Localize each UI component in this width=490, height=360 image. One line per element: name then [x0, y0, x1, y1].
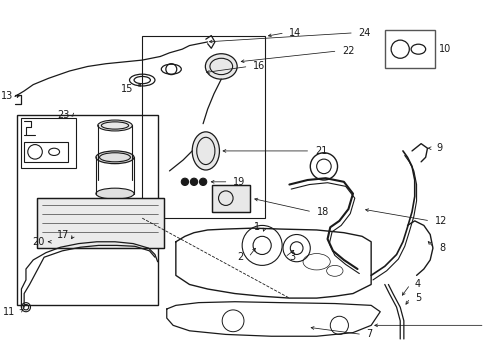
Bar — [385, 30, 435, 68]
Bar — [212, 185, 250, 212]
Text: 16: 16 — [253, 62, 265, 71]
Bar — [212, 185, 250, 212]
Bar — [24, 142, 68, 162]
Text: 20: 20 — [32, 237, 44, 247]
Text: 14: 14 — [290, 28, 302, 38]
Ellipse shape — [96, 188, 134, 199]
Text: 4: 4 — [415, 279, 421, 289]
Text: 24: 24 — [359, 28, 371, 38]
Text: 17: 17 — [57, 230, 70, 239]
Text: 19: 19 — [233, 177, 245, 187]
Text: 1: 1 — [254, 222, 260, 232]
Bar — [37, 198, 164, 248]
Text: 13: 13 — [1, 91, 13, 102]
Text: 22: 22 — [342, 46, 355, 56]
Text: 2: 2 — [238, 252, 244, 262]
Text: 6: 6 — [489, 320, 490, 330]
Text: 9: 9 — [437, 143, 442, 153]
Text: 18: 18 — [317, 207, 329, 217]
Circle shape — [199, 178, 207, 185]
Circle shape — [181, 178, 189, 185]
Text: 8: 8 — [440, 243, 445, 253]
Text: 11: 11 — [3, 307, 15, 317]
Ellipse shape — [192, 132, 220, 170]
Ellipse shape — [96, 151, 134, 164]
Text: 7: 7 — [367, 329, 373, 339]
Circle shape — [191, 178, 197, 185]
Text: 21: 21 — [315, 146, 327, 156]
Text: 3: 3 — [290, 252, 295, 262]
Bar — [37, 198, 164, 248]
Text: 5: 5 — [415, 293, 421, 303]
Text: 10: 10 — [440, 44, 452, 54]
Ellipse shape — [98, 120, 132, 131]
Bar — [142, 36, 265, 218]
Text: 15: 15 — [121, 84, 133, 94]
Text: 23: 23 — [57, 109, 70, 120]
Ellipse shape — [205, 54, 237, 79]
Bar — [22, 118, 76, 168]
Text: 12: 12 — [435, 216, 447, 226]
Bar — [17, 114, 158, 305]
